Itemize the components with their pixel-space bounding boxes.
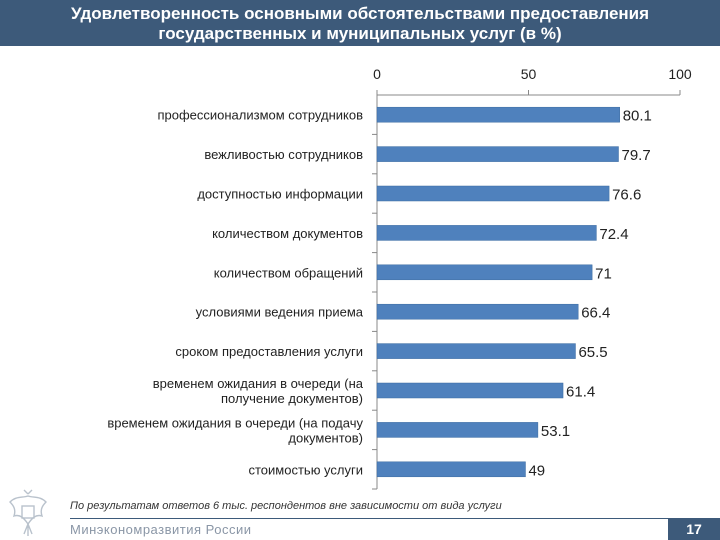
bar — [376, 225, 597, 241]
page-number: 17 — [668, 518, 720, 540]
bar — [376, 146, 619, 162]
category-label: временем ожидания в очереди (на подачу до… — [107, 415, 363, 445]
category-label: сроком предоставления услуги — [175, 344, 363, 359]
bar — [376, 382, 564, 399]
x-tick-label: 50 — [521, 66, 537, 82]
category-label: временем ожидания в очереди (на получение… — [153, 376, 364, 406]
footnote: По результатам ответов 6 тыс. респондент… — [70, 500, 502, 512]
bar-value-label: 53.1 — [541, 423, 570, 440]
bar-chart: 0 50 100 профессионализмом сотрудников 80.1 в… — [107, 66, 692, 490]
category-label: количеством обращений — [214, 265, 363, 280]
bar-value-label: 79.7 — [621, 147, 650, 164]
category-label: профессионализмом сотрудников — [157, 108, 363, 123]
x-tick-label: 0 — [373, 66, 381, 82]
category-label: количеством документов — [212, 226, 363, 241]
bar-value-label: 80.1 — [623, 108, 652, 125]
page-title-line-2: государственных и муниципальных услуг (в… — [158, 24, 562, 43]
x-tick-label: 100 — [668, 66, 692, 82]
bar-value-label: 49 — [528, 462, 545, 479]
footer-divider — [70, 518, 670, 519]
bar — [376, 185, 610, 202]
bar — [376, 264, 593, 281]
bar — [376, 461, 526, 478]
category-label: условиями ведения приема — [196, 305, 364, 320]
category-label: вежливостью сотрудников — [204, 147, 363, 162]
bar — [376, 303, 579, 320]
page-title: Удовлетворенность основными обстоятельст… — [40, 4, 680, 44]
bar-value-label: 76.6 — [612, 187, 641, 204]
bar-value-label: 66.4 — [581, 305, 610, 322]
coat-of-arms-icon — [9, 489, 47, 536]
bar-value-label: 71 — [595, 265, 612, 282]
bar-value-label: 72.4 — [599, 226, 628, 243]
bar — [376, 343, 576, 359]
category-label: стоимостью услуги — [249, 462, 364, 477]
page-title-line-1: Удовлетворенность основными обстоятельст… — [70, 4, 650, 23]
category-label: доступностью информации — [197, 187, 363, 202]
bar-value-label: 65.5 — [578, 344, 607, 361]
header-bar: Удовлетворенность основными обстоятельст… — [0, 0, 720, 46]
ministry-name: Минэкономразвития России — [70, 522, 252, 537]
bar-value-label: 61.4 — [566, 384, 595, 401]
bar — [376, 422, 539, 438]
bar — [376, 106, 620, 123]
